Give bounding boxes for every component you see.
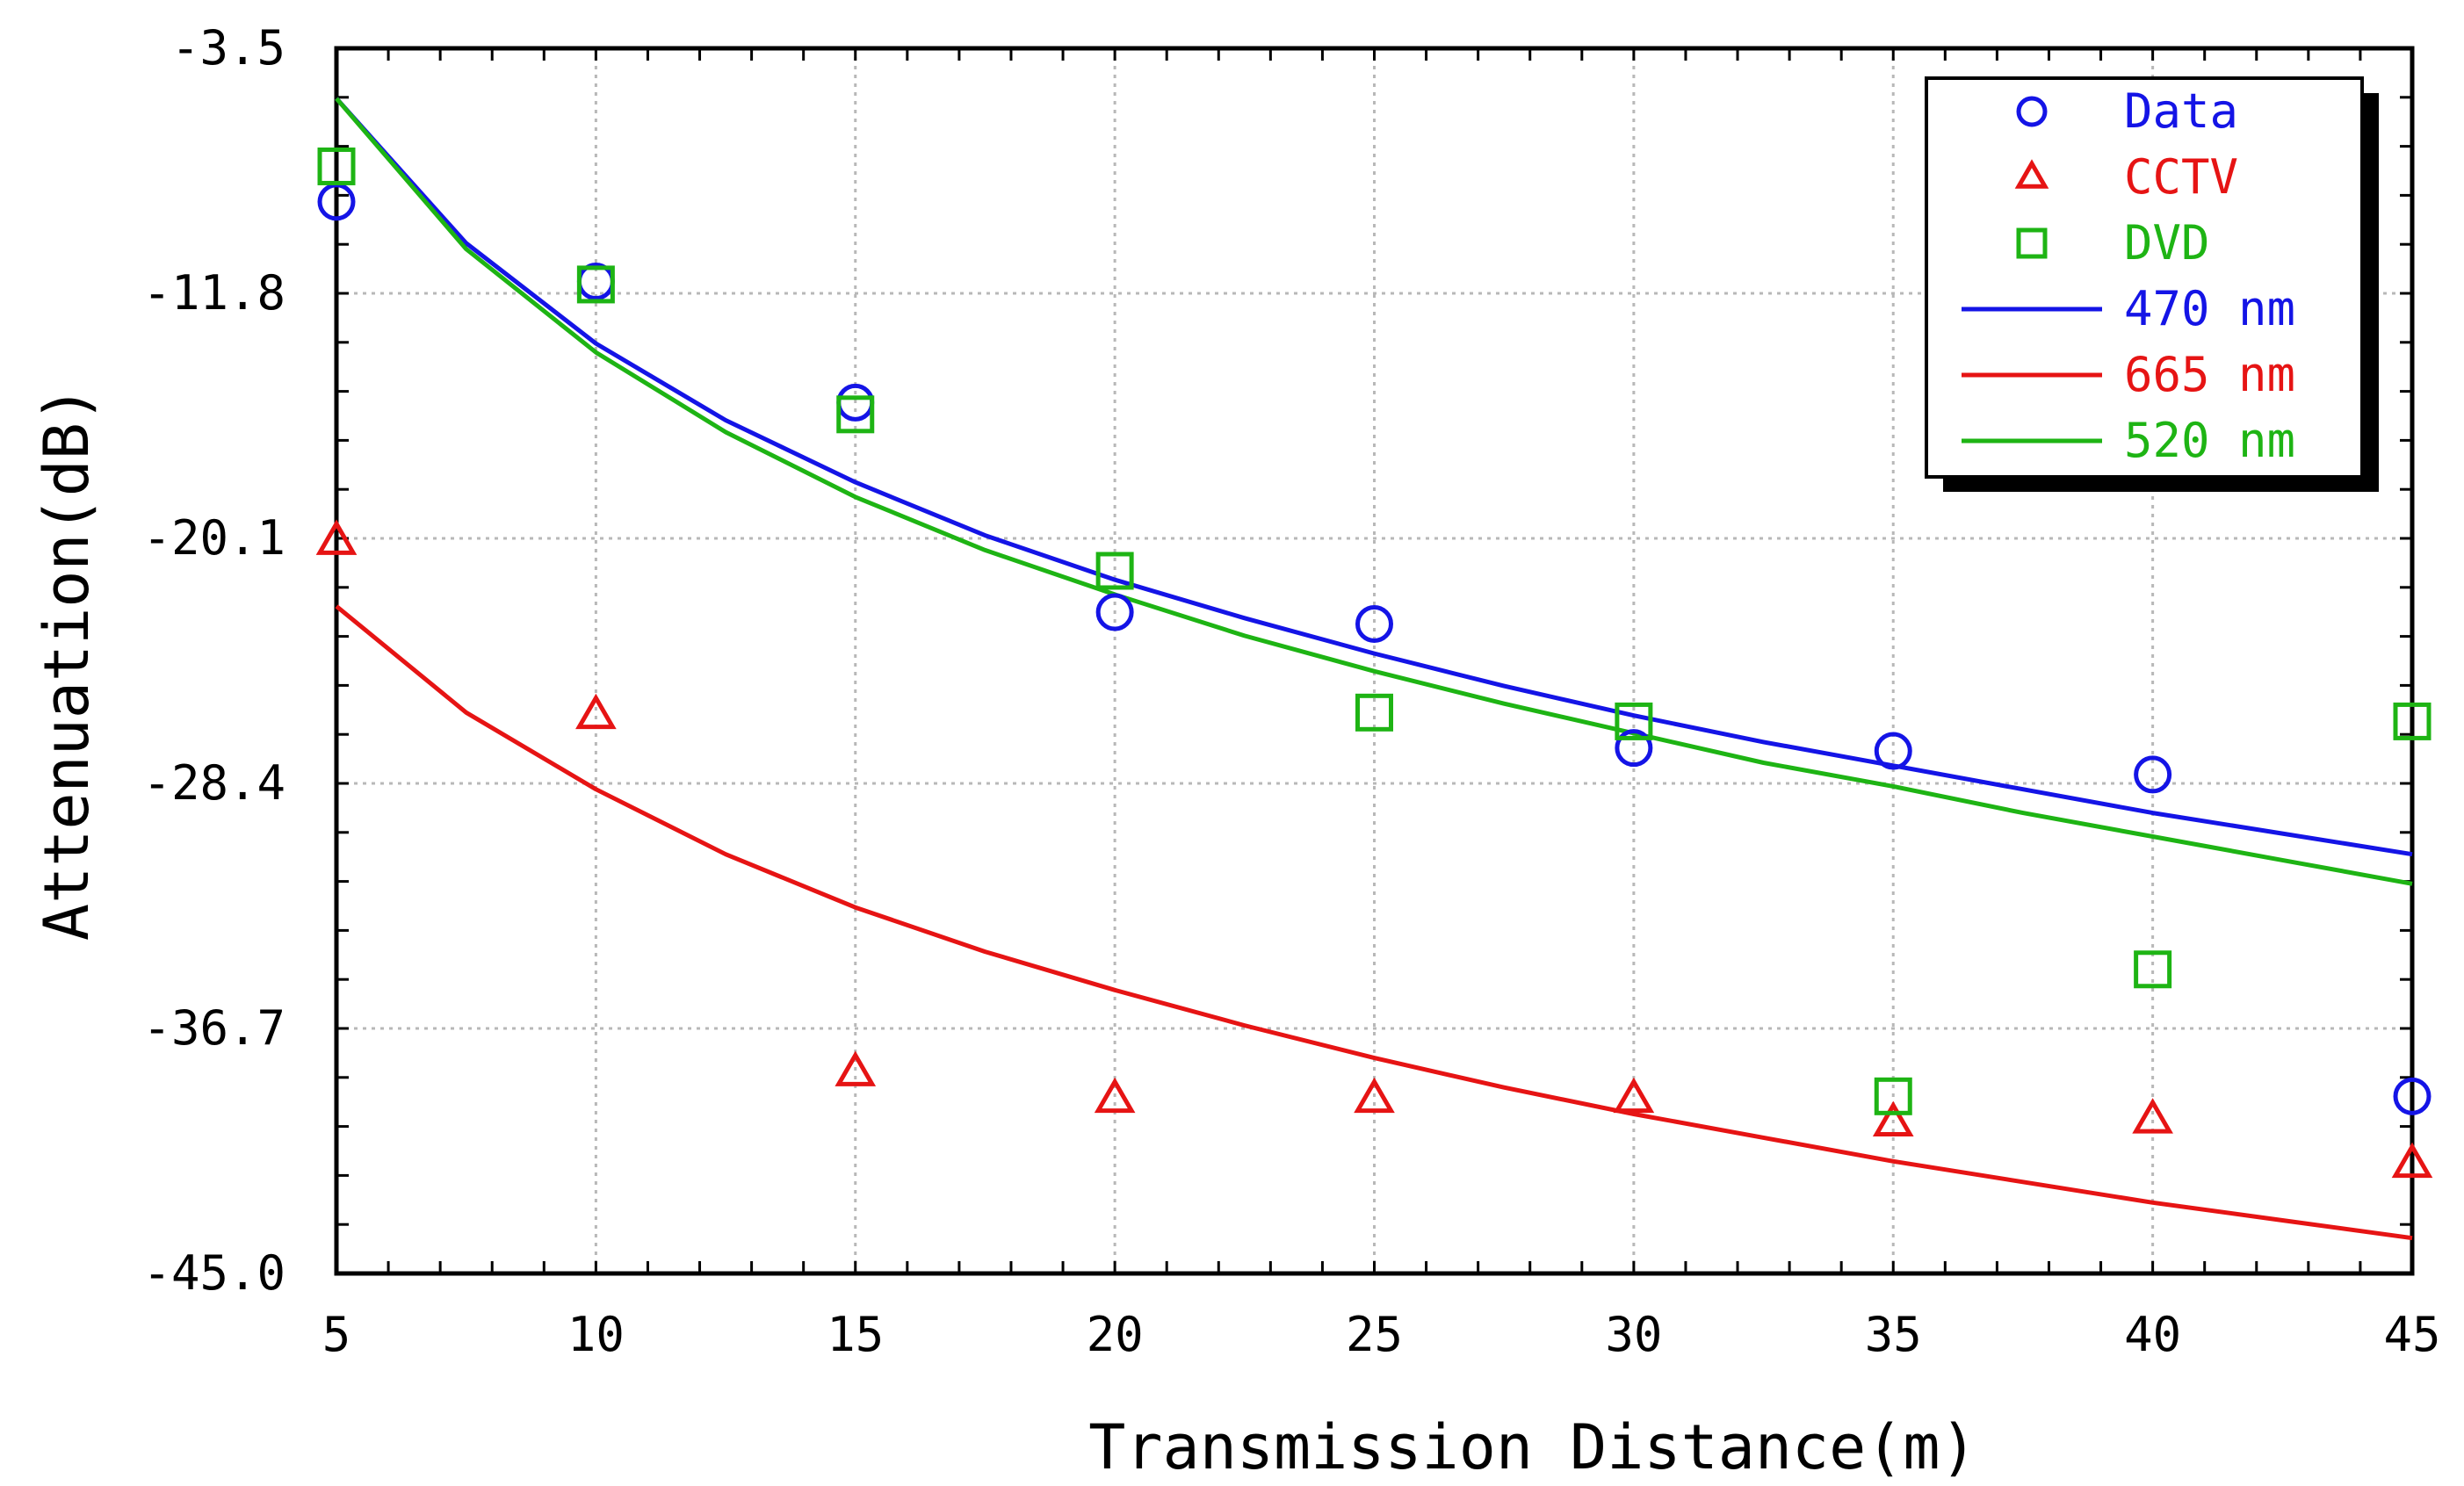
point-dvd [2393,702,2431,740]
y-tick-label: -28.4 [142,755,285,811]
y-tick-label: -45.0 [142,1245,285,1301]
line-520-nm [335,97,2413,886]
point-dvd [1095,552,1134,590]
legend-marker-data [2016,96,2048,127]
legend-box [1925,76,2364,479]
point-cctv [575,693,617,730]
tick-labels: 5 10 15 20 25 30 35 40 45 -3.5 -11.8 -20.1 -28.4 -36.… [142,20,2440,1362]
x-tick-label: 5 [322,1307,351,1362]
x-tick-label: 10 [567,1307,625,1362]
fit-lines [335,97,2413,1241]
line-470-nm [335,97,2413,857]
point-dvd [1615,702,1653,740]
x-tick-label: 35 [1865,1307,1922,1362]
legend-label: Data [2124,83,2238,139]
legend-label: 665 nm [2124,347,2295,402]
point-dvd [2134,950,2172,989]
axis-layer [334,46,2415,1276]
legend-marker-dvd [2016,227,2048,259]
y-tick-label: -20.1 [142,510,285,566]
legend-label: DVD [2124,215,2210,271]
x-tick-label: 45 [2383,1307,2440,1362]
line-665-nm [335,604,2413,1241]
legend-label: 520 nm [2124,413,2295,468]
point-data [2393,1077,2431,1115]
y-axis-title: Attenuation(dB) [31,386,103,941]
point-cctv [2132,1098,2173,1134]
point-cctv [2391,1142,2433,1179]
legend-entries: Data CCTV DVD 470 nm 665 nm 520 nm [1962,83,2295,468]
point-dvd [576,265,615,304]
point-dvd [1874,1077,1912,1115]
plot-frame [334,46,2415,1276]
y-tick-label: -36.7 [142,1000,285,1056]
data-points [315,147,2433,1179]
point-cctv [1613,1077,1655,1114]
x-axis-title: Transmission Distance(m) [1088,1411,1976,1483]
point-cctv [1354,1077,1395,1114]
point-data [1874,732,1912,770]
y-tick-label: -3.5 [171,20,285,76]
legend: Data CCTV DVD 470 nm 665 nm 520 nm [1925,76,2379,492]
x-tick-label: 25 [1346,1307,1403,1362]
x-tick-label: 40 [2124,1307,2181,1362]
point-dvd [836,395,875,434]
point-dvd [317,147,356,185]
x-tick-label: 20 [1087,1307,1144,1362]
point-dvd [1355,693,1393,732]
legend-label: CCTV [2124,149,2238,205]
legend-marker-cctv [2014,159,2049,189]
point-cctv [1094,1077,1136,1114]
point-cctv [1872,1100,1914,1137]
point-data [1615,729,1653,768]
y-tick-label: -11.8 [142,265,285,321]
point-data [1095,593,1134,631]
legend-label: 470 nm [2124,281,2295,336]
x-tick-label: 15 [827,1307,884,1362]
point-cctv [315,519,358,555]
point-cctv [835,1050,877,1086]
point-data [2134,755,2172,794]
point-data [1355,604,1393,643]
x-tick-label: 30 [1605,1307,1662,1362]
